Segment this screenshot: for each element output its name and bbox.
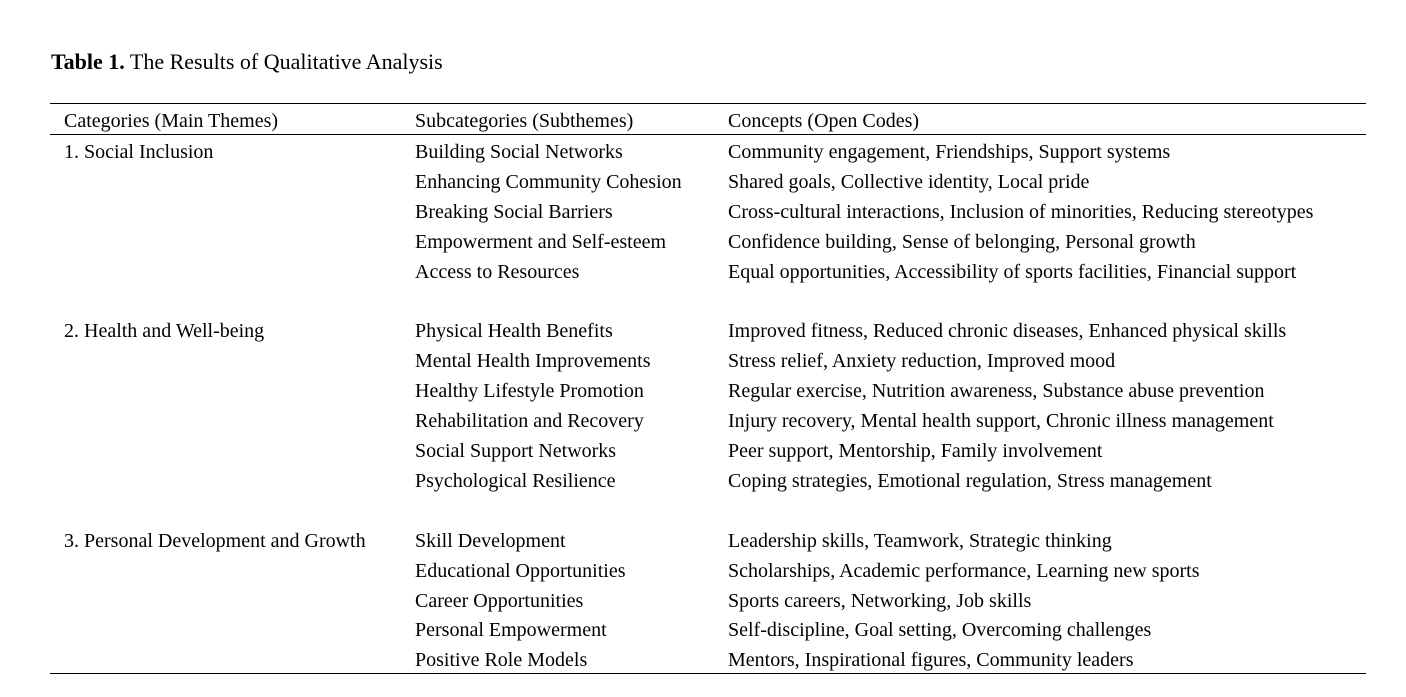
concepts-cell: Leadership skills, Teamwork, Strategic t… bbox=[728, 529, 1112, 552]
subcategory-cell: Psychological Resilience bbox=[415, 469, 616, 492]
concepts-cell: Equal opportunities, Accessibility of sp… bbox=[728, 260, 1297, 283]
column-header: Categories (Main Themes) bbox=[64, 110, 279, 132]
concepts-cell: Peer support, Mentorship, Family involve… bbox=[728, 440, 1103, 462]
subcategory-cell: Educational Opportunities bbox=[415, 559, 626, 582]
caption-label: Table 1. bbox=[51, 49, 125, 74]
concepts-cell: Injury recovery, Mental health support, … bbox=[728, 410, 1274, 433]
subcategory-cell: Mental Health Improvements bbox=[415, 350, 651, 373]
subcategory-cell: Physical Health Benefits bbox=[415, 320, 613, 343]
concepts-cell: Regular exercise, Nutrition awareness, S… bbox=[728, 380, 1265, 403]
column-header: Concepts (Open Codes) bbox=[728, 110, 920, 132]
caption-text: The Results of Qualitative Analysis bbox=[129, 49, 443, 74]
concepts-cell: Improved fitness, Reduced chronic diseas… bbox=[728, 320, 1287, 343]
bottom-rule bbox=[50, 673, 1366, 674]
subcategory-cell: Positive Role Models bbox=[415, 649, 588, 672]
subcategory-cell: Breaking Social Barriers bbox=[415, 200, 613, 223]
concepts-cell: Scholarships, Academic performance, Lear… bbox=[728, 559, 1200, 582]
concepts-cell: Cross-cultural interactions, Inclusion o… bbox=[728, 200, 1314, 223]
concepts-cell: Self-discipline, Goal setting, Overcomin… bbox=[728, 619, 1152, 642]
header-rule bbox=[50, 134, 1366, 135]
category-cell: 3. Personal Development and Growth bbox=[64, 529, 366, 552]
top-rule bbox=[50, 103, 1366, 104]
concepts-cell: Shared goals, Collective identity, Local… bbox=[728, 170, 1090, 193]
concepts-cell: Coping strategies, Emotional regulation,… bbox=[728, 469, 1212, 492]
subcategory-cell: Social Support Networks bbox=[415, 440, 617, 462]
category-cell: 2. Health and Well-being bbox=[64, 320, 265, 343]
subcategory-cell: Building Social Networks bbox=[415, 141, 623, 163]
concepts-cell: Confidence building, Sense of belonging,… bbox=[728, 230, 1196, 253]
subcategory-cell: Skill Development bbox=[415, 529, 566, 552]
subcategory-cell: Rehabilitation and Recovery bbox=[415, 410, 644, 433]
subcategory-cell: Personal Empowerment bbox=[415, 619, 607, 642]
concepts-cell: Community engagement, Friendships, Suppo… bbox=[728, 141, 1171, 163]
subcategory-cell: Access to Resources bbox=[415, 260, 580, 283]
subcategory-cell: Healthy Lifestyle Promotion bbox=[415, 380, 644, 403]
subcategory-cell: Enhancing Community Cohesion bbox=[415, 170, 682, 193]
category-cell: 1. Social Inclusion bbox=[64, 141, 214, 163]
concepts-cell: Mentors, Inspirational figures, Communit… bbox=[728, 649, 1134, 672]
subcategory-cell: Career Opportunities bbox=[415, 589, 584, 612]
subcategory-cell: Empowerment and Self-esteem bbox=[415, 230, 667, 253]
concepts-cell: Stress relief, Anxiety reduction, Improv… bbox=[728, 350, 1116, 373]
concepts-cell: Sports careers, Networking, Job skills bbox=[728, 589, 1032, 612]
column-header: Subcategories (Subthemes) bbox=[415, 110, 634, 132]
table-caption: Table 1. The Results of Qualitative Anal… bbox=[51, 48, 443, 76]
